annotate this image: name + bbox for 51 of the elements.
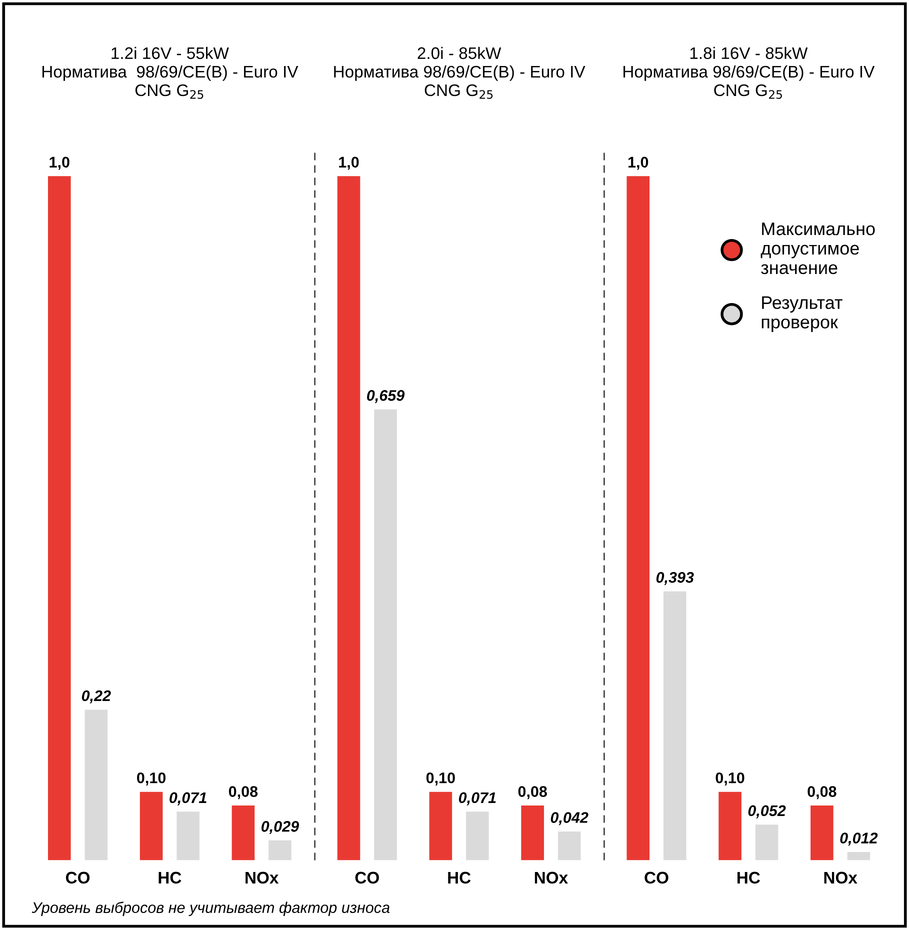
data-label: 1,0 (339, 156, 359, 170)
bar (558, 832, 581, 860)
bar (810, 806, 834, 860)
x-tick-label: NOx (246, 872, 279, 884)
x-tick-label: HC (737, 872, 760, 884)
data-label: 0,012 (840, 832, 878, 846)
legend-label: Максимально допустимое значение (760, 222, 875, 274)
data-label: 0,10 (716, 772, 744, 786)
data-label: 0,071 (170, 792, 206, 806)
bar (140, 792, 163, 860)
data-label: 1,0 (628, 156, 648, 170)
bar (521, 806, 544, 860)
bar (663, 591, 686, 860)
x-tick-label: CO (644, 872, 668, 884)
bar (755, 824, 778, 860)
x-tick-label: HC (448, 872, 471, 884)
data-label: 0,08 (518, 786, 547, 800)
bar (847, 852, 870, 860)
bar (84, 710, 108, 860)
data-label: 0,08 (228, 786, 258, 800)
data-label: 0,052 (748, 805, 786, 818)
bar (718, 792, 742, 860)
data-label: 0,029 (261, 821, 300, 834)
data-label: 0,659 (367, 390, 405, 404)
data-label: 1,0 (50, 156, 70, 170)
bar (232, 806, 255, 860)
bar (429, 792, 452, 860)
data-label: 0,042 (550, 812, 588, 826)
data-label: 0,10 (137, 772, 166, 786)
bar (626, 176, 650, 860)
x-tick-label: CO (66, 872, 90, 884)
bar (374, 409, 397, 860)
chart-title: 2.0i - 85kW Норматива 98/69/CE(B) - Euro IV CNG G$_{25}$ (334, 46, 586, 99)
data-label: 0,10 (426, 772, 455, 786)
data-label: 0,22 (82, 690, 111, 704)
chart-title: 1.2i 16V - 55kW Норматива 98/69/CE(B) - Euro IV CNG G$_{25}$ (42, 46, 298, 99)
x-tick-label: CO (355, 872, 379, 884)
text: Уровень выбросов не учитывает фактор износа (32, 902, 390, 916)
bar (466, 812, 489, 860)
x-tick-label: HC (158, 872, 182, 884)
chart-title: 1.8i 16V - 85kW Норматива 98/69/CE(B) - Euro IV CNG G$_{25}$ (624, 46, 875, 99)
x-tick-label: NOx (824, 872, 858, 884)
bar (268, 840, 292, 860)
bar (337, 176, 360, 860)
data-label: 0,08 (808, 786, 836, 800)
bar (48, 176, 71, 860)
legend-label: Результат проверок (762, 296, 842, 332)
x-tick-label: NOx (534, 872, 568, 884)
bar (176, 812, 200, 860)
data-label: 0,393 (656, 572, 694, 586)
data-label: 0,071 (458, 792, 496, 806)
